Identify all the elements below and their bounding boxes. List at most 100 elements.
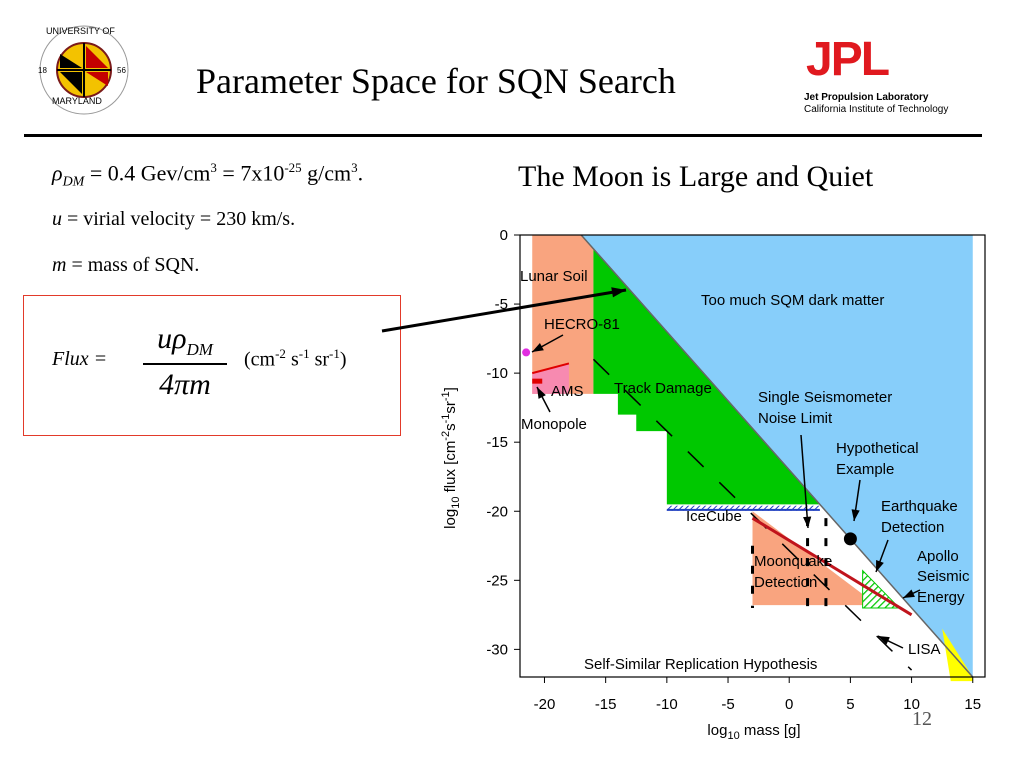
seismometer-arrow-shaft [800, 434, 809, 529]
mass-equation: m = mass of SQN. [52, 254, 199, 277]
rho-sup-2: -25 [284, 160, 302, 175]
y-tick-label: -5 [495, 296, 508, 313]
label-too-much-dark-matter: Too much SQM dark matter [701, 292, 884, 309]
rho-subscript: DM [62, 174, 85, 190]
units-sr: sr [309, 348, 330, 371]
label-icecube: IceCube [686, 508, 742, 525]
monopole-arrow-head [537, 387, 546, 399]
jpl-logo-mark: JPL [806, 33, 890, 86]
label-single-seismometer-2: Noise Limit [758, 410, 833, 427]
flux-units: (cm-2 s-1 sr-1) [244, 346, 347, 372]
label-apollo-3: Energy [917, 589, 965, 606]
umd-seal-year-right: 56 [117, 66, 126, 75]
units-open: (cm [244, 348, 276, 371]
hecro-point [522, 348, 531, 357]
rho-text: = 0.4 Gev/cm [84, 160, 211, 186]
label-apollo-1: Apollo [917, 548, 959, 565]
fraction-bar [143, 363, 227, 365]
rho-sup-3: 3 [351, 160, 358, 175]
x-tick-label: -15 [595, 696, 617, 713]
y-tick-label: -25 [486, 572, 508, 589]
velocity-equation: u = virial velocity = 230 km/s. [52, 208, 295, 231]
hypothetical-example-point [843, 532, 857, 546]
flux-to-chart-arrow-shaft [381, 288, 627, 333]
label-hypothetical-1: Hypothetical [836, 440, 919, 457]
flux-label: Flux = [52, 348, 108, 370]
y-tick-label: -30 [486, 641, 508, 658]
earthquake-arrow-head [876, 560, 884, 572]
seismometer-arrow-head [803, 516, 812, 528]
y-tick-label: -20 [486, 503, 508, 520]
u-symbol: u [52, 208, 62, 230]
title-divider [24, 134, 982, 137]
label-lisa: LISA [908, 641, 941, 658]
label-ams: AMS [551, 383, 584, 400]
jpl-caption-line-2: California Institute of Technology [804, 104, 949, 115]
frac-num-sub: DM [186, 340, 213, 359]
label-apollo-2: Seismic [917, 568, 970, 585]
hypothetical-arrow-head [851, 509, 860, 521]
flux-to-chart-arrow-head [611, 287, 626, 298]
x-tick-label: -5 [721, 696, 734, 713]
label-monopole: Monopole [521, 416, 587, 433]
rho-mid: = 7x10 [216, 160, 285, 186]
earthquake-detection-region [862, 569, 901, 609]
university-of-maryland-seal [38, 24, 130, 116]
mass-flux-boundary-line [580, 234, 974, 678]
moon-heading: The Moon is Large and Quiet [518, 160, 874, 193]
x-tick-label: 10 [903, 696, 920, 713]
label-earthquake-1: Earthquake [881, 498, 958, 515]
plot-frame [519, 234, 986, 678]
label-single-seismometer-1: Single Seismometer [758, 389, 892, 406]
y-tick-label: -15 [486, 434, 508, 451]
slide-title: Parameter Space for SQN Search [196, 61, 676, 101]
self-similar-dashed-line [592, 358, 913, 671]
label-track-damage: Track Damage [614, 380, 712, 397]
jpl-caption-line-1: Jet Propulsion Laboratory [804, 92, 929, 103]
y-tick-label: 0 [500, 227, 508, 244]
rho-sup-1: 3 [210, 160, 217, 175]
x-tick-label: -10 [656, 696, 678, 713]
rho-symbol: ρ [52, 160, 63, 186]
label-moonquake-2: Detection [754, 574, 817, 591]
rho-end: g/cm [301, 160, 352, 186]
density-equation: ρDM = 0.4 Gev/cm3 = 7x10-25 g/cm3. [52, 160, 363, 191]
label-earthquake-2: Detection [881, 519, 944, 536]
hecro-limit-line [531, 362, 570, 375]
label-hypothetical-2: Example [836, 461, 894, 478]
label-self-similar-replication: Self-Similar Replication Hypothesis [584, 656, 817, 673]
m-symbol: m [52, 254, 67, 276]
umd-seal-bottom-text: MARYLAND [52, 96, 102, 106]
units-close: ) [339, 348, 347, 371]
units-s: s [285, 348, 299, 371]
m-text: = mass of SQN. [66, 254, 200, 276]
label-moonquake-1: Moonquake [754, 553, 832, 570]
icecube-band [666, 505, 820, 511]
y-tick-label: -10 [486, 365, 508, 382]
x-tick-label: 5 [846, 696, 854, 713]
umd-seal-year-left: 18 [38, 66, 47, 75]
chart-overlays [522, 348, 913, 671]
seismic-detection-line [751, 516, 913, 617]
units-sup-1: -2 [275, 346, 286, 361]
frac-num: uρ [157, 322, 187, 355]
chart-axes: -20 -15 -10 -5 0 5 10 15 0 -5 -10 -15 -20 -25 -30 log10… [440, 227, 986, 742]
page-number: 12 [912, 708, 932, 730]
x-tick-label: 0 [785, 696, 793, 713]
lisa-arrow-head [878, 636, 890, 645]
region-lunar-soil [532, 235, 594, 394]
umd-seal-top-text: UNIVERSITY OF [46, 26, 115, 36]
x-tick-label: 15 [964, 696, 981, 713]
hecro-arrow-head [532, 342, 544, 352]
units-sup-3: -1 [329, 346, 340, 361]
flux-formula-box [23, 295, 401, 436]
rho-period: . [357, 160, 364, 186]
ams-marker [532, 378, 543, 384]
units-sup-2: -1 [298, 346, 310, 361]
chart-labels: Lunar Soil Too much SQM dark matter HECRO-… [381, 268, 970, 673]
apollo-arrow-head [903, 589, 915, 598]
u-text: = virial velocity = 230 km/s. [62, 208, 296, 230]
jpl-logo-caption: Jet Propulsion Laboratory California Ins… [804, 92, 948, 116]
flux-fraction-numerator: uρDM [140, 322, 230, 360]
